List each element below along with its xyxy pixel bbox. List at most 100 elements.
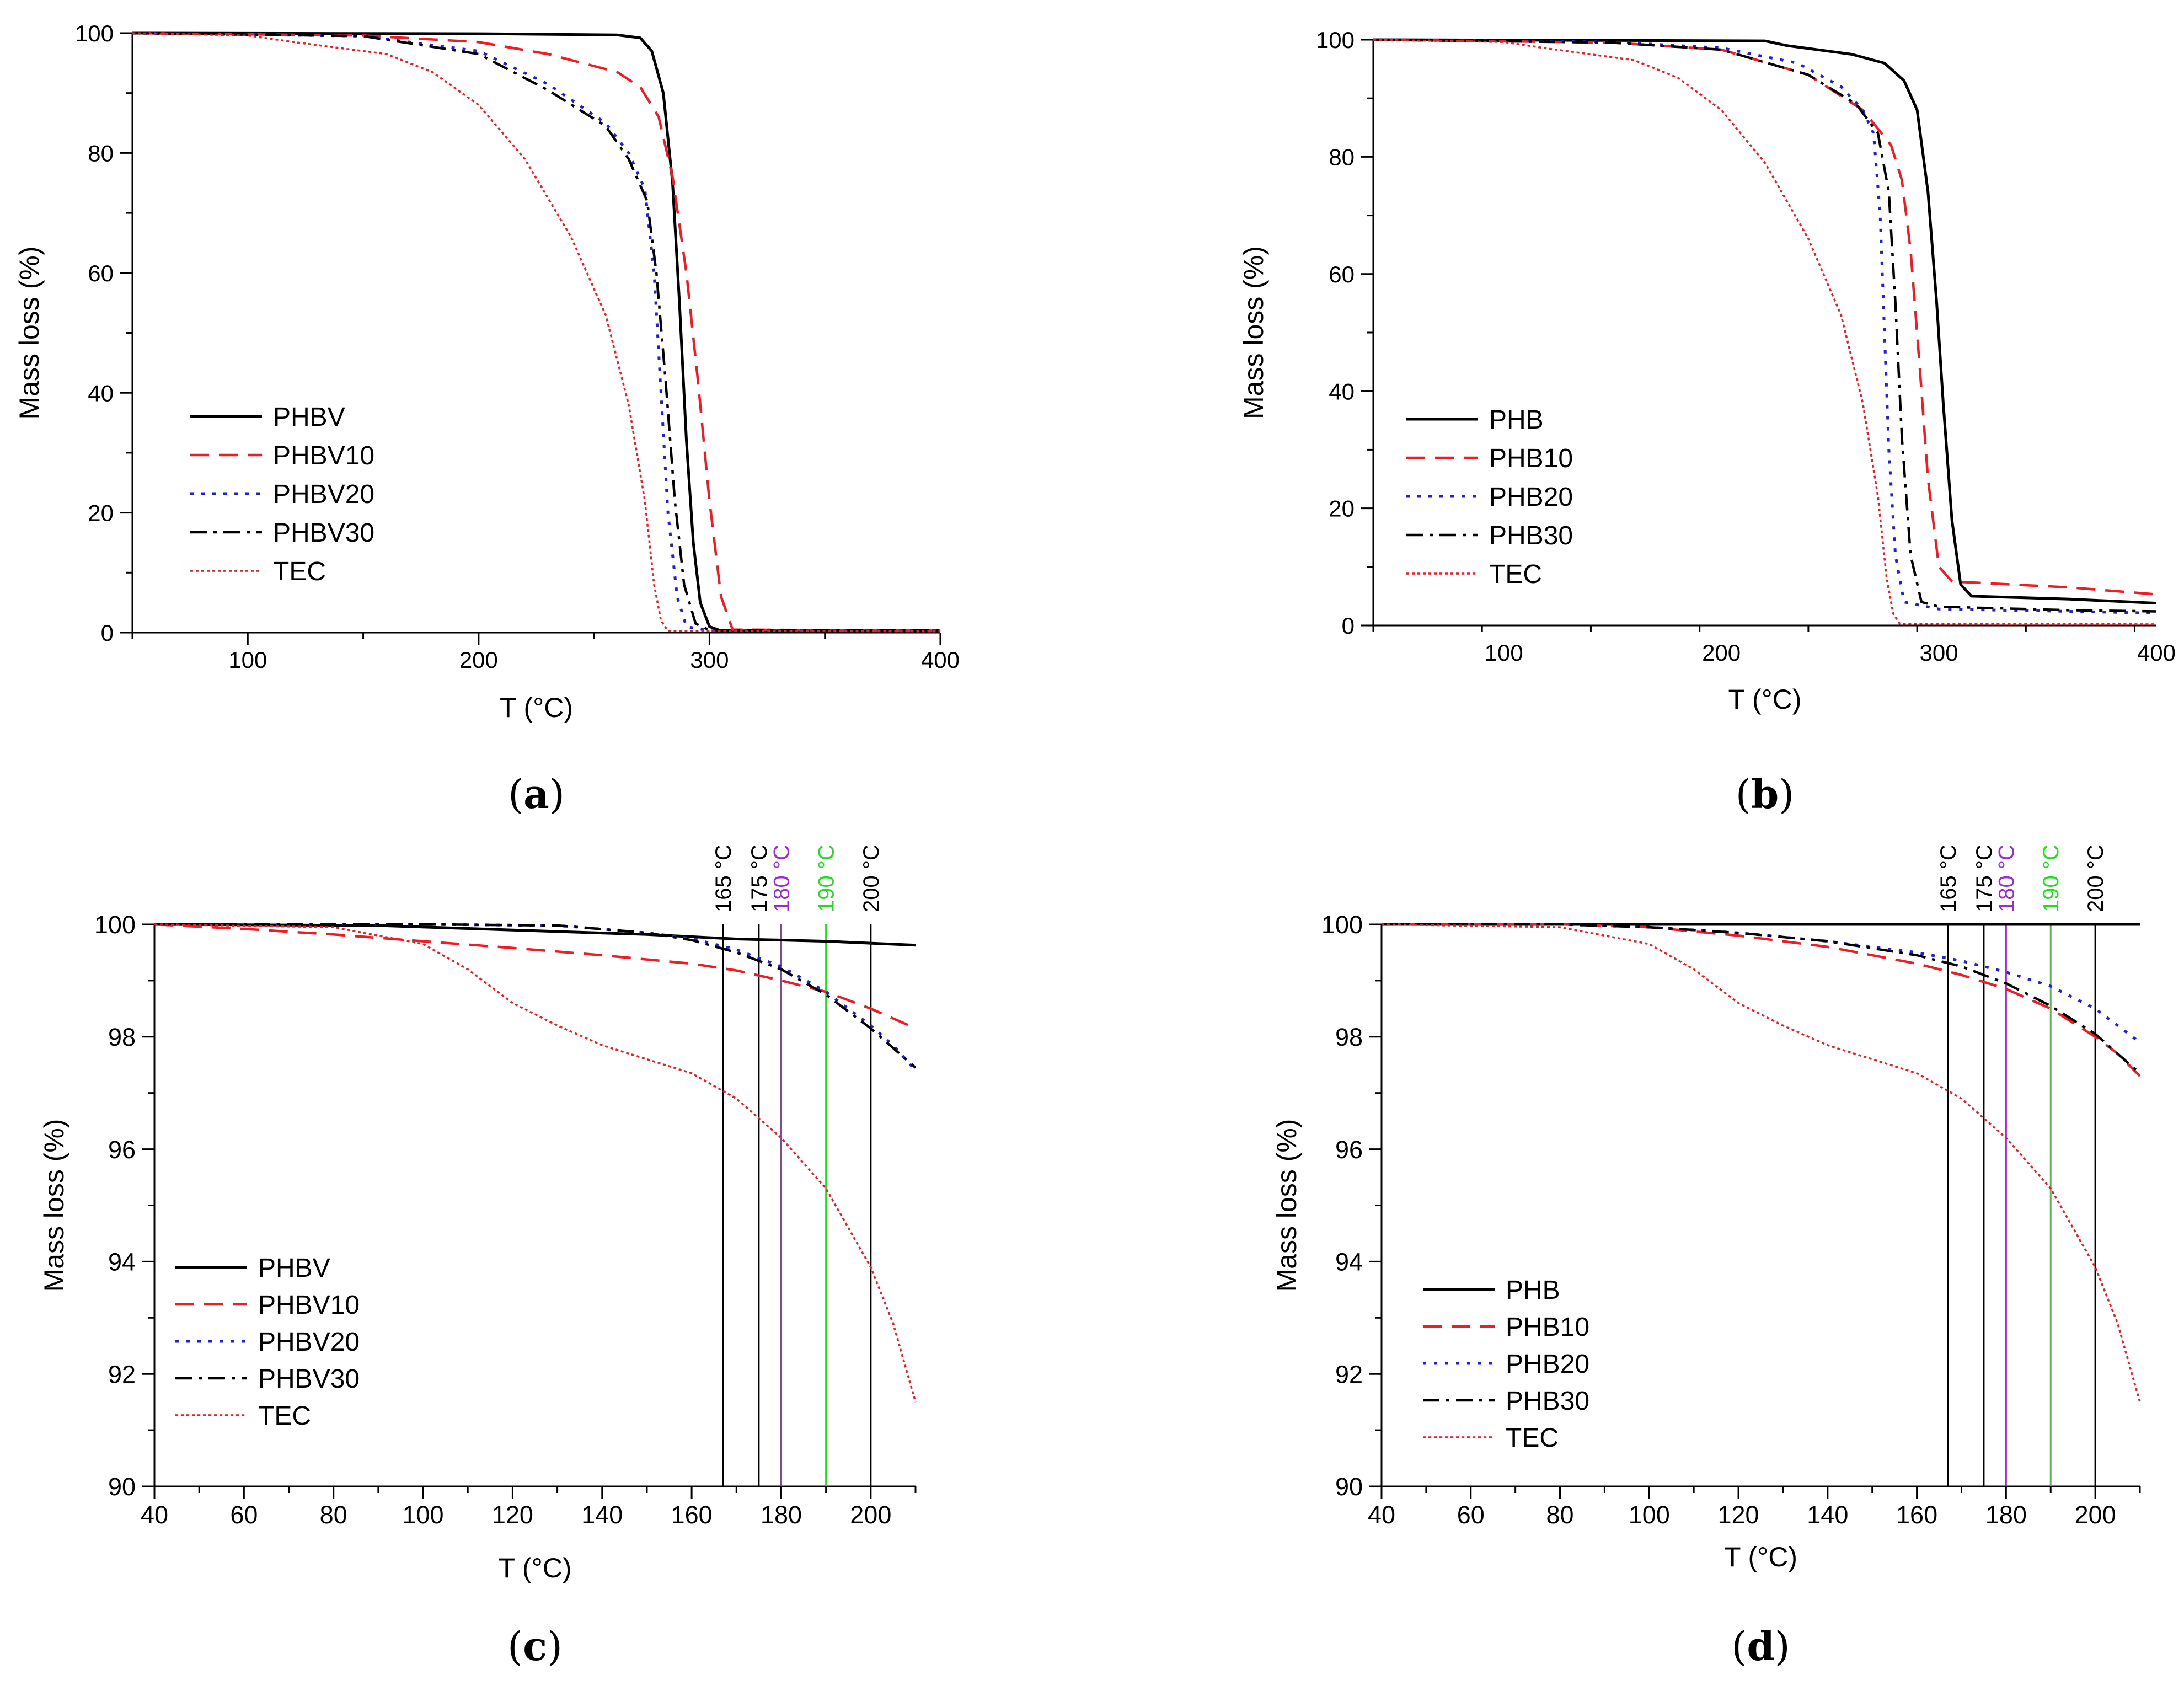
series-line-tec xyxy=(1373,39,2157,625)
y-axis-label: Mass loss (%) xyxy=(1271,1119,1302,1292)
x-tick-label: 80 xyxy=(320,1501,347,1529)
y-tick-label: 20 xyxy=(88,500,114,526)
y-tick-label: 96 xyxy=(1335,1136,1363,1164)
x-tick-label: 300 xyxy=(690,647,729,673)
x-tick-label: 100 xyxy=(228,647,267,673)
x-tick-label: 200 xyxy=(850,1501,891,1529)
legend-label: PHB10 xyxy=(1489,444,1573,473)
y-tick-label: 40 xyxy=(1329,378,1355,404)
x-axis-label: T (°C) xyxy=(1724,1542,1797,1572)
series-line-phbv30 xyxy=(132,31,940,632)
series-line-phb10 xyxy=(1373,38,2157,596)
y-tick-label: 90 xyxy=(108,1473,136,1501)
series-line-phbv xyxy=(132,31,940,633)
reference-line-label: 200 °C xyxy=(2084,844,2108,912)
legend-label: PHBV30 xyxy=(273,518,374,548)
x-tick-label: 160 xyxy=(1896,1501,1937,1529)
x-tick-label: 80 xyxy=(1546,1501,1573,1529)
x-tick-label: 160 xyxy=(671,1501,713,1529)
chart-panel-d: 40 60 80 100 120 140 160 180 200 90 92 94 96 98 100 T (… xyxy=(1271,844,2141,1669)
series-line-phbv10 xyxy=(154,923,916,1030)
reference-line-label: 200 °C xyxy=(859,844,884,912)
chart-panel-a: 100 200 300 400 0 20 40 60 80 100 T (°C) Mass loss … xyxy=(14,20,960,817)
x-tick-label: 120 xyxy=(492,1501,533,1529)
x-tick-label: 40 xyxy=(141,1501,168,1529)
reference-line-label: 180 °C xyxy=(769,844,794,912)
legend-label: PHBV xyxy=(258,1254,330,1283)
y-axis-label: Mass loss (%) xyxy=(14,247,45,420)
series-line-phb20 xyxy=(1373,38,2157,615)
series-line-phb30 xyxy=(1373,38,2157,613)
y-axis-label: Mass loss (%) xyxy=(1238,246,1269,419)
x-tick-label: 200 xyxy=(459,647,498,673)
y-tick-label: 98 xyxy=(1335,1023,1363,1051)
legend-label: PHBV10 xyxy=(258,1291,360,1320)
x-tick-label: 60 xyxy=(1457,1501,1485,1529)
series-line-tec xyxy=(154,923,917,1403)
legend-label: PHBV30 xyxy=(258,1364,360,1394)
series-line-tec xyxy=(1381,923,2141,1403)
x-tick-label: 100 xyxy=(403,1501,444,1529)
legend-label: PHB10 xyxy=(1506,1313,1589,1342)
panel-label: (c) xyxy=(507,1623,563,1669)
legend-label: PHB20 xyxy=(1489,483,1573,512)
y-tick-label: 98 xyxy=(108,1023,136,1051)
reference-line-label: 180 °C xyxy=(1994,844,2019,912)
x-tick-label: 400 xyxy=(2137,640,2176,666)
legend-label: PHBV20 xyxy=(273,480,374,509)
y-axis-label: Mass loss (%) xyxy=(39,1119,69,1292)
y-tick-label: 100 xyxy=(94,911,136,939)
x-tick-label: 60 xyxy=(230,1501,258,1529)
series-line-phb20 xyxy=(1382,923,2141,1044)
y-tick-label: 92 xyxy=(1335,1360,1363,1388)
reference-line-label: 190 °C xyxy=(815,844,839,912)
x-tick-label: 180 xyxy=(761,1501,802,1529)
y-tick-label: 100 xyxy=(1321,911,1363,939)
x-tick-label: 100 xyxy=(1485,640,1523,666)
legend-label: TEC xyxy=(1506,1424,1559,1453)
series-line-phbv20 xyxy=(154,923,917,1072)
legend-label: PHB30 xyxy=(1489,521,1573,550)
x-axis-label: T (°C) xyxy=(499,1553,572,1583)
y-tick-label: 80 xyxy=(1329,145,1355,170)
series-line-tec xyxy=(132,32,941,633)
series-line-phbv30 xyxy=(154,923,917,1069)
legend-label: PHBV xyxy=(273,403,345,432)
y-tick-label: 60 xyxy=(88,260,114,286)
reference-line-label: 165 °C xyxy=(711,844,736,912)
legend-label: TEC xyxy=(273,557,326,586)
y-tick-label: 100 xyxy=(1316,27,1355,53)
panel-label: (b) xyxy=(1736,770,1795,817)
x-tick-label: 40 xyxy=(1368,1501,1395,1529)
y-tick-label: 60 xyxy=(1329,261,1355,287)
y-tick-label: 0 xyxy=(101,620,114,646)
legend-label: PHB xyxy=(1506,1276,1560,1305)
reference-line-label: 190 °C xyxy=(2039,844,2063,912)
series-line-phbv10 xyxy=(132,31,941,632)
legend-label: PHB30 xyxy=(1506,1387,1589,1416)
legend-label: PHBV20 xyxy=(258,1328,360,1357)
x-tick-label: 300 xyxy=(1920,640,1958,666)
chart-panel-b: 100 200 300 400 0 20 40 60 80 100 T (°C) Mass loss … xyxy=(1238,27,2176,817)
x-axis-label: T (°C) xyxy=(500,692,573,723)
x-tick-label: 200 xyxy=(1702,640,1741,666)
series-line-phbv20 xyxy=(132,31,941,633)
x-tick-label: 140 xyxy=(1807,1501,1848,1529)
panel-label: (d) xyxy=(1731,1623,1790,1669)
y-tick-label: 40 xyxy=(88,380,114,406)
reference-line-label: 175 °C xyxy=(747,844,772,912)
y-tick-label: 100 xyxy=(75,20,114,46)
legend-label: PHBV10 xyxy=(273,441,374,470)
y-tick-label: 90 xyxy=(1335,1473,1363,1501)
reference-line-label: 175 °C xyxy=(1972,844,1996,912)
y-tick-label: 94 xyxy=(1335,1248,1363,1276)
y-tick-label: 80 xyxy=(88,141,114,167)
series-line-phb30 xyxy=(1382,923,2141,1074)
x-tick-label: 200 xyxy=(2075,1501,2116,1529)
x-tick-label: 140 xyxy=(581,1501,623,1529)
y-tick-label: 20 xyxy=(1329,496,1355,522)
x-tick-label: 400 xyxy=(921,647,960,673)
y-tick-label: 96 xyxy=(108,1136,136,1164)
legend-label: TEC xyxy=(258,1401,311,1431)
